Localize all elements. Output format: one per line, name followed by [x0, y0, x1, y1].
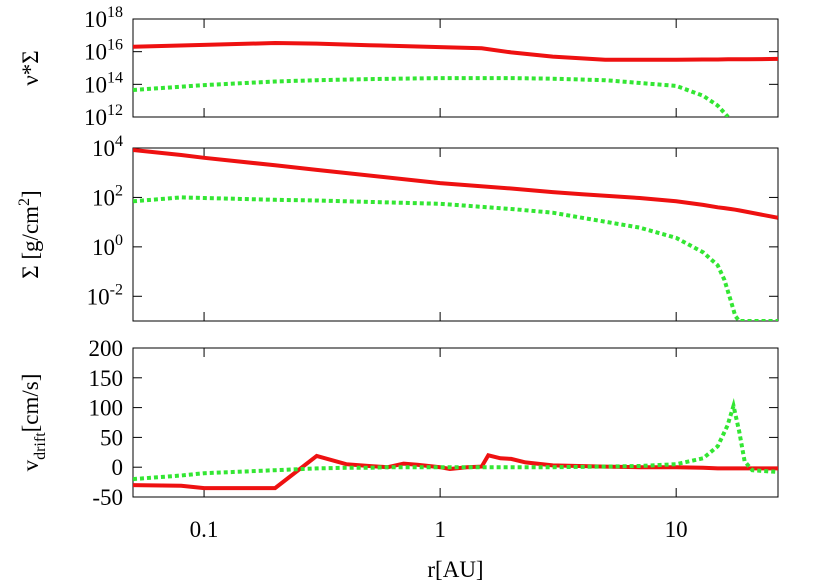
- data-line: [133, 148, 778, 220]
- y-tick-label: 10-2: [87, 281, 123, 309]
- y-tick-label: 1016: [84, 37, 123, 65]
- y-tick-base: 10: [84, 40, 107, 65]
- panel: -50 0 50 100 150 200 0.1 1 10 vdrift[cm/s] r[AU]: [18, 336, 779, 581]
- y-label-part: 2: [16, 198, 33, 206]
- y-tick-label: -50: [92, 485, 123, 510]
- y-tick-label: 1014: [84, 69, 123, 97]
- y-tick-exponent: 0: [115, 232, 123, 249]
- y-tick-exponent: 4: [115, 133, 123, 150]
- data-line: [133, 76, 730, 117]
- data-line: [133, 397, 778, 482]
- y-tick-exponent: -2: [110, 281, 123, 298]
- plot-frame: [132, 347, 779, 498]
- plot-frame: [132, 18, 779, 118]
- y-label-part: [cm/s]: [18, 374, 43, 433]
- y-tick-label: 50: [100, 425, 123, 450]
- x-tick-label: 0.1: [190, 517, 219, 542]
- data-line: [133, 40, 778, 62]
- y-tick-exponent: 16: [107, 37, 123, 54]
- y-label-part: ν*Σ: [18, 50, 43, 85]
- y-tick-base: 10: [92, 136, 115, 161]
- y-tick-base: 10: [92, 235, 115, 260]
- y-tick-label: 1018: [84, 4, 123, 32]
- y-tick-label: 100: [89, 396, 124, 421]
- y-tick-label: 102: [92, 182, 123, 210]
- y-tick-base: 10: [87, 284, 110, 309]
- plot-frame: [132, 147, 779, 322]
- y-label-part: drift: [32, 432, 49, 460]
- x-axis-label: r[AU]: [427, 557, 483, 581]
- y-label-part: v: [18, 459, 43, 471]
- data-line: [133, 195, 778, 321]
- data-line: [133, 452, 778, 491]
- y-axis-label: ν*Σ: [18, 50, 43, 85]
- y-label-part: ]: [18, 190, 43, 198]
- y-tick-base: 10: [92, 185, 115, 210]
- y-tick-base: 10: [84, 72, 107, 97]
- y-tick-exponent: 12: [107, 102, 123, 119]
- y-tick-exponent: 14: [107, 69, 123, 86]
- y-tick-label: 100: [92, 232, 123, 260]
- y-tick-label: 1012: [84, 102, 123, 130]
- y-label-part: Σ [g/cm: [18, 206, 43, 279]
- x-tick-label: 1: [434, 517, 446, 542]
- y-tick-label: 104: [92, 133, 123, 161]
- y-tick-label: 200: [89, 336, 124, 361]
- y-tick-exponent: 18: [107, 4, 123, 21]
- y-tick-base: 10: [84, 105, 107, 130]
- y-tick-label: 0: [112, 455, 124, 480]
- x-tick-label: 10: [665, 517, 688, 542]
- y-tick-label: 150: [89, 366, 124, 391]
- y-axis-label: Σ [g/cm2]: [16, 190, 43, 278]
- y-tick-base: 10: [84, 7, 107, 32]
- y-tick-exponent: 2: [115, 182, 123, 199]
- y-axis-label: vdrift[cm/s]: [18, 374, 49, 472]
